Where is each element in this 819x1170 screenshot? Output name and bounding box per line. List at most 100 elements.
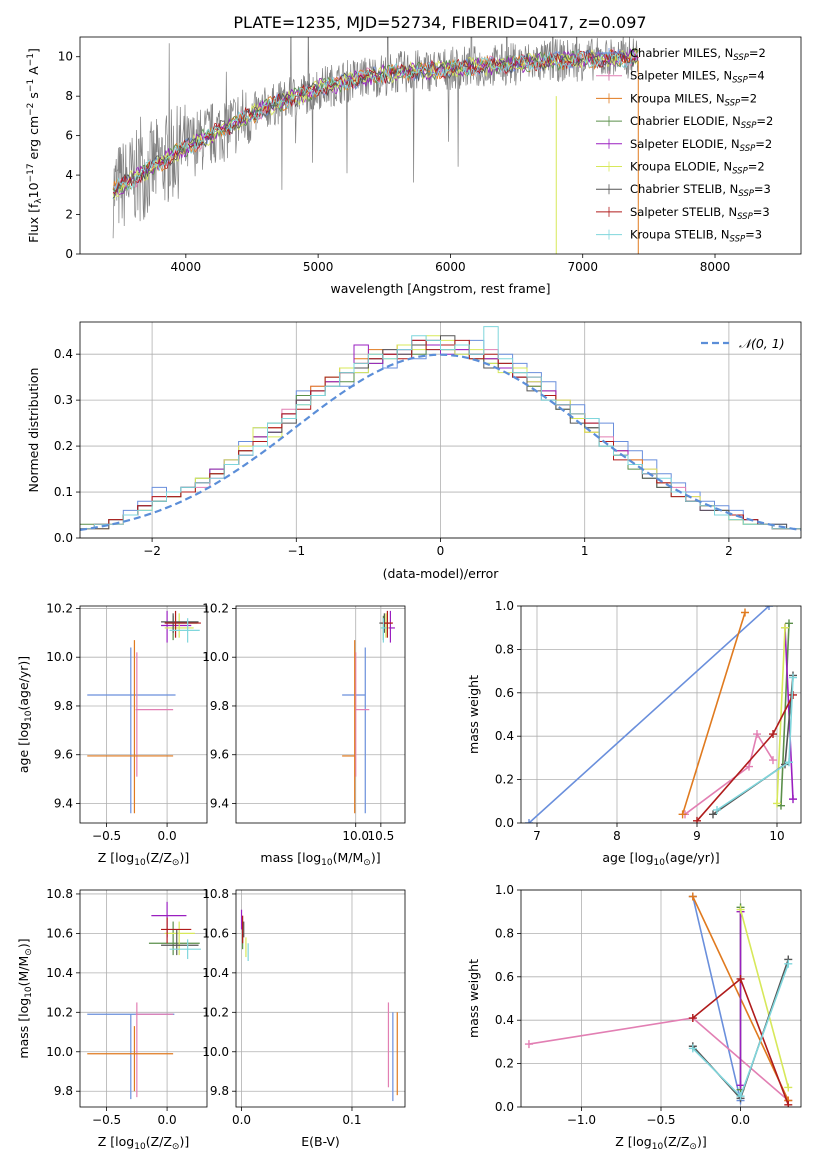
mass_vs_Z-frame <box>79 889 208 1108</box>
age_vs_mass-xlabel-part: mass [log <box>260 850 321 865</box>
age_vs_Z-ylabel-part: 10 <box>24 710 34 722</box>
mass_vs_ebv-ytick-label-0: 9.8 <box>210 1084 229 1098</box>
age_vs_mass-xtick-label-1: 10.5 <box>367 829 394 843</box>
age_vs_Z-xtick-label-1: 0.0 <box>158 829 177 843</box>
legend-val: =3 <box>745 228 762 242</box>
mass_vs_Z-ytick-label-5: 10.8 <box>46 887 73 901</box>
spectrum-ylabel-part: λ <box>34 198 44 204</box>
legend-label-salpeter-stelib: Salpeter STELIB, NSSP=3 <box>630 205 770 222</box>
legend-text: Salpeter STELIB, N <box>630 205 737 219</box>
mass_vs_Z-xlabel-part: (Z/Z <box>146 1134 172 1149</box>
mass_vs_Z-ylabel-part: (M/M <box>16 956 31 987</box>
residuals-xtick-label-4: 2 <box>725 544 733 558</box>
weight_vs_age-marker-kroupa-miles-0 <box>678 810 687 819</box>
weight_vs_age-marker-salpeter-miles-1 <box>745 762 753 771</box>
residuals-xlabel: (data-model)/error <box>383 566 500 581</box>
age_vs_mass-ytick-label-4: 10.2 <box>202 601 229 615</box>
weight_vs_age-line-kroupa-miles <box>681 612 746 815</box>
weight_vs_age-ytick-label-2: 0.4 <box>495 729 514 743</box>
weight_vs_age-marker-chabrier-miles-1 <box>765 606 773 610</box>
weight_vs_Z-marker-salpeter-stelib-0 <box>688 1014 697 1023</box>
weight_vs_Z-ylabel: mass weight <box>466 959 481 1038</box>
age_vs_mass-xlabel: mass [log10(M/M⊙)] <box>260 850 380 868</box>
weight_vs_age-marker-kroupa-elodie-0 <box>773 799 781 808</box>
spectrum-ylabel-part: ] <box>26 48 41 53</box>
mass-vs-metallicity-panel: −0.5 0.09.810.010.210.410.610.8Z [log10(Z… <box>16 887 208 1152</box>
age_vs_Z-frame <box>79 605 208 824</box>
weight_vs_Z-xlabel-part: 10 <box>652 1142 664 1152</box>
residuals-ytick-label-0: 0.0 <box>54 531 73 545</box>
legend-val: =2 <box>748 160 765 174</box>
age_vs_Z-ytick-label-2: 9.8 <box>54 699 73 713</box>
residuals-steps <box>80 326 801 531</box>
weight_vs_age-marker-kroupa-elodie-1 <box>781 623 789 632</box>
residuals-ytick-label-1: 0.1 <box>54 485 73 499</box>
age_vs_mass-xlabel-part: ⊙ <box>363 858 371 868</box>
mass_vs_Z-ytick-label-1: 10.0 <box>46 1045 73 1059</box>
age_vs_mass-points <box>342 610 395 814</box>
legend-sub: SSP <box>737 212 753 222</box>
age_vs_Z-ytick-label-1: 9.6 <box>54 748 73 762</box>
spectrum-xtick-label-1: 5000 <box>303 260 334 274</box>
spectrum-ytick-label-0: 0 <box>65 247 73 261</box>
legend-text: Kroupa MILES, N <box>630 91 725 105</box>
age_vs_Z-xlabel-part: )] <box>179 850 189 865</box>
spectrum-xtick-label-3: 7000 <box>567 260 598 274</box>
weight_vs_age-ytick-label-0: 0.0 <box>495 816 514 830</box>
legend-val: =3 <box>754 182 771 196</box>
weight_vs_age-frame <box>520 605 802 824</box>
spectrum-ylabel-part: A <box>26 66 41 79</box>
spectrum-ytick-label-2: 4 <box>65 168 73 182</box>
age_vs_mass-ytick-label-3: 10.0 <box>202 650 229 664</box>
mass_vs_ebv-ytick-label-1: 10.0 <box>202 1045 229 1059</box>
mass_vs_ebv-xtick-label-0: 0.0 <box>232 1113 251 1127</box>
weight_vs_age-ytick-label-4: 0.8 <box>495 642 514 656</box>
spectrum-ytick-label-3: 6 <box>65 129 73 143</box>
weight_vs_age-marker-chabrier-miles-0 <box>525 819 533 823</box>
mass_vs_Z-ytick-label-2: 10.2 <box>46 1005 73 1019</box>
legend-text: Chabrier MILES, N <box>630 46 733 60</box>
weight_vs_Z-marker-salpeter-stelib-2 <box>784 1100 793 1107</box>
weight_vs_Z-marker-kroupa-stelib-2 <box>784 959 793 968</box>
residuals-ytick-label-2: 0.2 <box>54 439 73 453</box>
legend-sub: SSP <box>732 167 748 177</box>
weight_vs_Z-marker-kroupa-elodie-0 <box>736 905 745 914</box>
spectrum-ylabel-part: erg cm <box>26 116 41 164</box>
weight_vs_age-line-chabrier-elodie <box>780 623 790 806</box>
weight_vs_age-line-salpeter-miles <box>684 731 774 815</box>
weight_vs_Z-xlabel-part: (Z/Z <box>663 1134 689 1149</box>
legend-sub: SSP <box>725 98 741 108</box>
weight_vs_age-marker-chabrier-elodie-1 <box>785 619 793 628</box>
residual-histogram-panel: −2 −1 0 1 2 0.0 0.1 0.2 0.3 0.4 𝒩(0, 1) (data-model… <box>26 321 802 581</box>
weight_vs_age-xtick-label-1: 8 <box>613 829 621 843</box>
weight_vs_Z-ytick-label-4: 0.8 <box>495 926 514 940</box>
weight_vs_Z-marker-salpeter-stelib-1 <box>736 974 745 983</box>
age_vs_Z-xlabel-part: 10 <box>134 858 146 868</box>
weight_vs_age-marker-salpeter-miles-2 <box>753 730 761 739</box>
mass_vs_ebv-ytick-label-4: 10.6 <box>202 926 229 940</box>
legend-sub: SSP <box>738 189 754 199</box>
mass_vs_Z-xlabel-part: 10 <box>134 1142 146 1152</box>
age_vs_Z-ytick-label-4: 10.2 <box>46 601 73 615</box>
mass_vs_Z-ylabel-part: mass [log <box>16 998 31 1059</box>
legend-val: =2 <box>749 46 766 60</box>
weight_vs_Z-marker-salpeter-miles-0 <box>524 1040 533 1049</box>
spectrum-data-line <box>112 37 639 239</box>
mass_vs_Z-points <box>87 901 201 1100</box>
mass_vs_Z-ylabel: mass [log10(M/M⊙)] <box>16 938 34 1058</box>
weight_vs_age-marker-salpeter-elodie-1 <box>789 795 797 804</box>
mass_vs_Z-ylabel-part: )] <box>16 938 31 948</box>
gaussian-curve <box>80 353 801 531</box>
spectrum-xtick-label-4: 8000 <box>700 260 731 274</box>
legend-text: Salpeter ELODIE, N <box>630 137 740 151</box>
legend-val: =2 <box>756 114 773 128</box>
weight_vs_age-lines <box>525 606 797 823</box>
weight_vs_Z-marker-kroupa-stelib-1 <box>736 1092 745 1101</box>
mass-vs-ebv-panel: 0.0 0.1 9.8 10.0 10.2 10.4 10.6 10.8 E(B-V) <box>202 887 406 1149</box>
weight_vs_Z-marker-kroupa-elodie-1 <box>784 1083 793 1092</box>
age_vs_Z-ytick-label-0: 9.4 <box>54 796 73 810</box>
mass_vs_ebv-ytick-label-2: 10.2 <box>202 1005 229 1019</box>
legend-label-chabrier-stelib: Chabrier STELIB, NSSP=3 <box>630 182 771 199</box>
weight_vs_age-marker-salpeter-miles-3 <box>769 756 777 765</box>
